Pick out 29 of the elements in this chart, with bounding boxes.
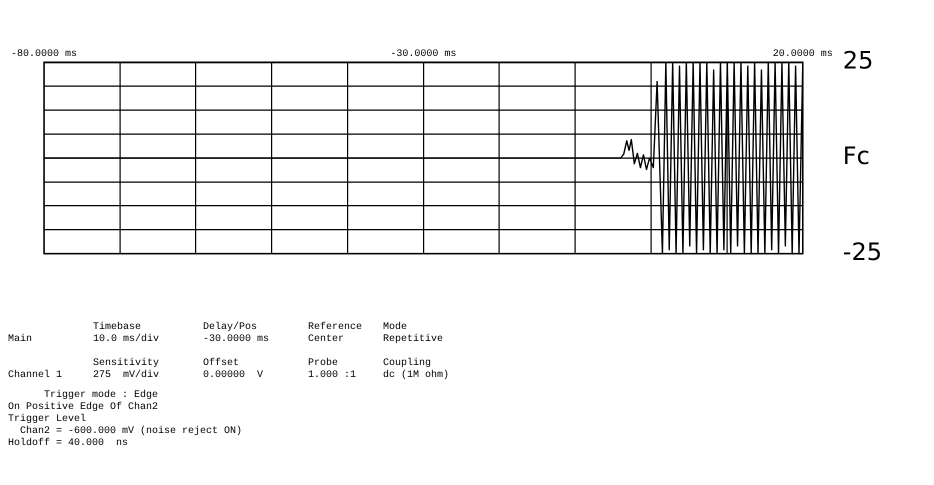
text: Trigger mode : Edge — [43, 390, 160, 402]
y-tick-label: 25 — [842, 46, 874, 75]
text: Trigger Level — [8, 414, 88, 426]
text: 10.0 ms/div — [93, 334, 160, 346]
x-tick-label: -30.0000 ms — [390, 49, 456, 60]
text: Coupling — [383, 358, 432, 370]
text: Reference — [308, 322, 362, 334]
text: 0.00000 V — [203, 370, 264, 382]
text: dc (1M ohm) — [383, 370, 450, 382]
text: -30.0000 ms — [203, 334, 270, 346]
text: 275 mV/div — [93, 370, 160, 382]
text: Repetitive — [383, 334, 444, 346]
text: Mode — [383, 322, 408, 334]
text: Offset — [203, 358, 240, 370]
text: 1.000 :1 — [308, 370, 356, 382]
y-tick-label: Fc — [842, 142, 870, 170]
y-tick-label: -25 — [842, 238, 882, 266]
x-tick-label: 20.0000 ms — [772, 49, 833, 60]
text: Center — [308, 334, 344, 346]
text: On Positive Edge Of Chan2 — [8, 402, 160, 414]
text: Holdoff = 40.000 ns — [8, 438, 130, 450]
text: Timebase — [93, 322, 142, 334]
x-tick-label: -80.0000 ms — [11, 49, 78, 60]
text: Channel 1 — [8, 370, 62, 382]
text: Main — [8, 334, 32, 346]
text: Chan2 = -600.000 mV (noise reject ON) — [19, 426, 244, 438]
text: Sensitivity — [93, 358, 160, 370]
text: Delay/Pos — [203, 322, 258, 334]
text: Probe — [308, 358, 338, 370]
